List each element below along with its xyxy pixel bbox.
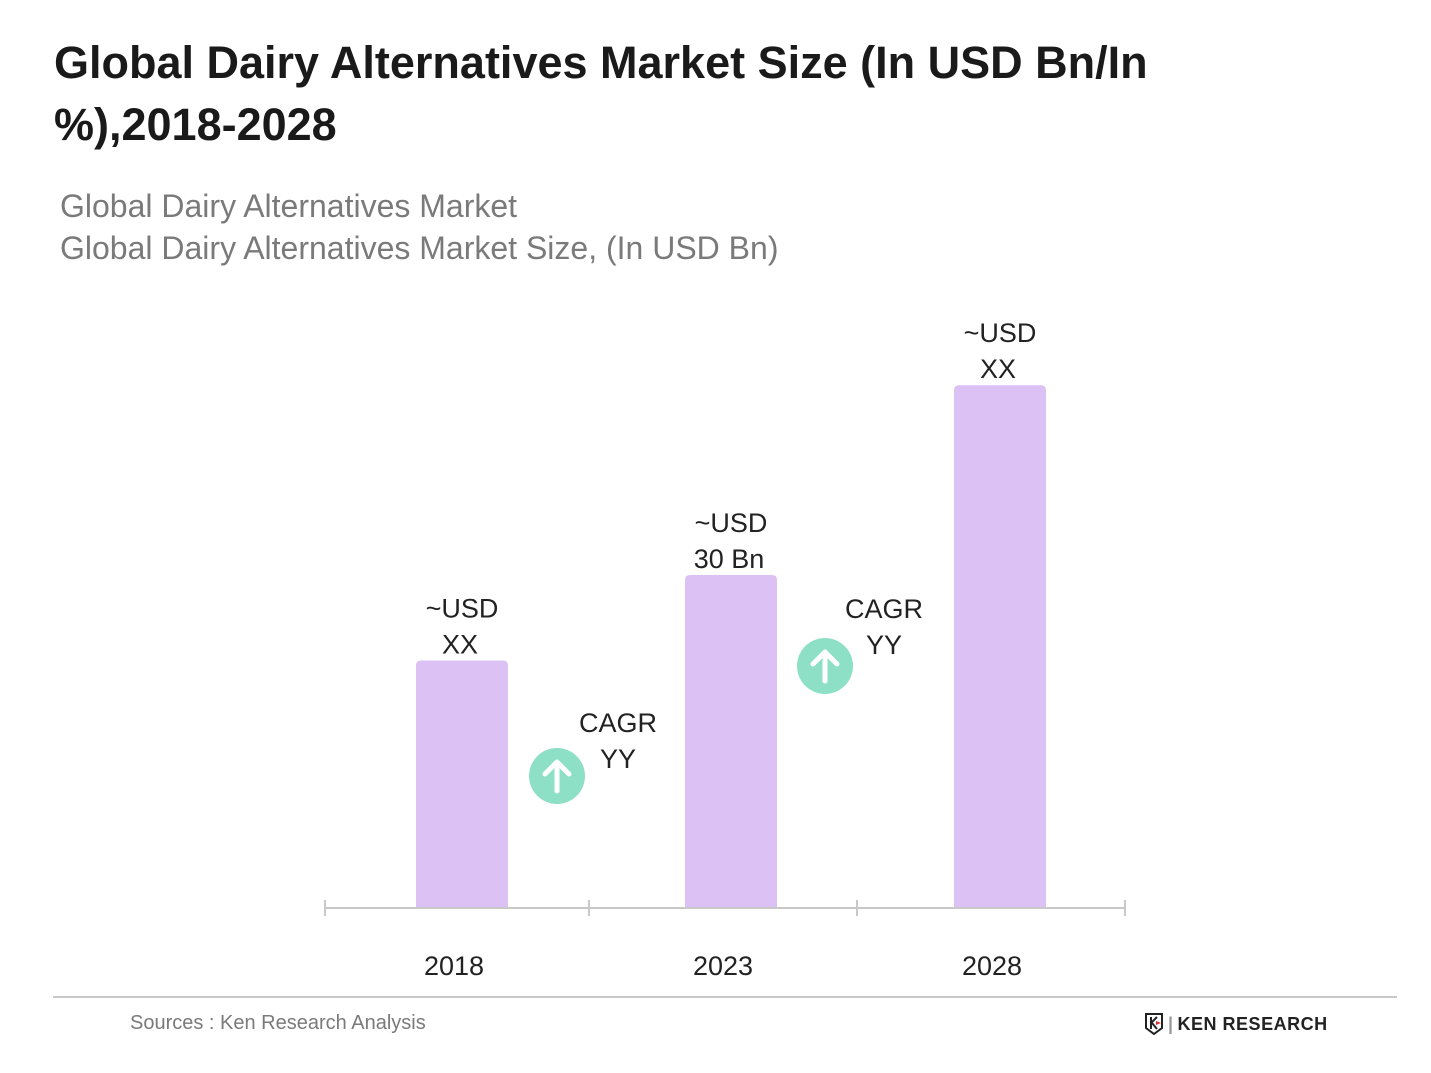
cagr-label: CAGR <box>579 708 657 738</box>
bar-2018 <box>416 660 508 908</box>
logo-text: KEN RESEARCH <box>1177 1013 1328 1034</box>
bar-2023 <box>685 575 777 908</box>
chart-title: Global Dairy Alternatives Market Size (I… <box>54 37 1148 150</box>
logo-mark-icon <box>1145 1013 1163 1035</box>
x-tick-label: 2023 <box>693 951 753 981</box>
x-tick-label: 2018 <box>424 951 484 981</box>
data-label: 30 Bn <box>694 544 765 574</box>
x-tick-label: 2028 <box>962 951 1022 981</box>
data-label: XX <box>442 629 478 659</box>
chart-subtitle-2: Global Dairy Alternatives Market Size, (… <box>60 230 779 266</box>
arrow-up-glyph <box>810 649 840 684</box>
footer-divider <box>53 996 1397 998</box>
arrow-up-glyph <box>542 759 572 794</box>
data-label: ~USD <box>426 593 499 623</box>
cagr-value: YY <box>600 744 636 774</box>
data-label: ~USD <box>695 508 768 538</box>
data-label: ~USD <box>964 318 1037 348</box>
ken-research-logo: | KEN RESEARCH <box>1144 1013 1328 1035</box>
bar-2028 <box>954 385 1046 908</box>
cagr-value: YY <box>866 630 902 660</box>
source-note: Sources : Ken Research Analysis <box>130 1012 426 1034</box>
chart-subtitle: Global Dairy Alternatives Market <box>60 188 518 224</box>
cagr-label: CAGR <box>845 594 923 624</box>
data-label: XX <box>980 354 1016 384</box>
